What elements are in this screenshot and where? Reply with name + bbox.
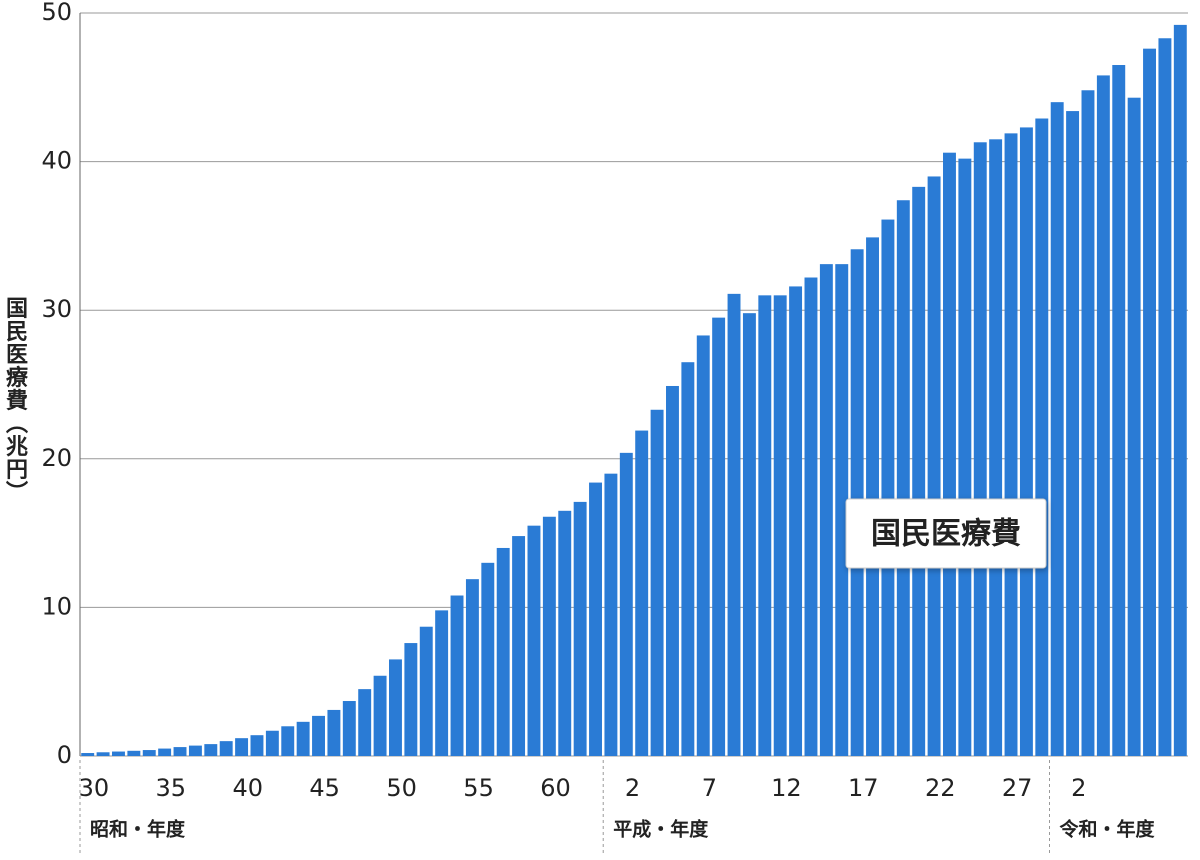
y-axis-label: 国民医療費（兆円） — [2, 297, 28, 504]
bar — [96, 752, 110, 756]
bar — [112, 751, 125, 756]
bar — [219, 741, 233, 756]
bar — [327, 709, 341, 756]
bar — [158, 748, 172, 756]
y-tick-label: 40 — [41, 147, 72, 175]
bar — [450, 595, 464, 756]
bar — [804, 277, 818, 756]
bar — [465, 579, 479, 756]
bar — [404, 643, 418, 756]
bar — [666, 385, 679, 756]
bar — [712, 317, 726, 756]
bar — [819, 264, 833, 756]
bar — [1112, 65, 1126, 756]
bar — [358, 689, 372, 756]
bar — [912, 186, 926, 756]
bar — [312, 715, 325, 756]
bar — [481, 562, 495, 756]
bar — [973, 142, 987, 757]
x-tick-label: 2 — [1071, 774, 1086, 802]
bar — [373, 675, 387, 756]
bar — [558, 510, 572, 756]
x-tick-label: 30 — [79, 774, 110, 802]
bar — [296, 721, 310, 756]
bar — [958, 158, 972, 757]
bar — [1173, 24, 1187, 756]
bar — [435, 610, 449, 756]
x-tick-label: 55 — [463, 774, 494, 802]
bar — [1004, 133, 1018, 757]
x-tick-label: 60 — [540, 774, 571, 802]
bar — [389, 659, 402, 756]
y-tick-label: 30 — [41, 295, 72, 323]
bar — [265, 730, 279, 756]
x-tick-label: 40 — [232, 774, 263, 802]
bar — [1035, 118, 1049, 757]
bar — [1096, 75, 1110, 757]
legend-label: 国民医療費 — [871, 517, 1021, 552]
bar — [419, 626, 433, 756]
bar — [742, 313, 756, 756]
bar — [542, 516, 556, 756]
legend: 国民医療費 — [845, 498, 1047, 569]
y-tick-label: 0 — [57, 741, 72, 769]
bar — [650, 409, 664, 756]
x-tick-label: 22 — [925, 774, 956, 802]
bar — [173, 747, 187, 756]
x-tick-label: 50 — [386, 774, 417, 802]
bar — [789, 286, 803, 756]
bar — [1081, 90, 1095, 757]
bar — [866, 237, 879, 757]
y-tick-label: 50 — [41, 0, 72, 26]
x-tick-label: 45 — [309, 774, 340, 802]
bar — [250, 735, 264, 756]
bar — [142, 750, 156, 756]
y-tick-label: 20 — [41, 444, 72, 472]
y-tick-label: 10 — [41, 592, 72, 620]
bar — [943, 152, 956, 756]
bar — [927, 176, 941, 756]
bar — [1158, 38, 1172, 756]
bar — [1019, 127, 1033, 756]
bar — [619, 452, 633, 756]
bar — [1143, 48, 1156, 756]
bar — [727, 293, 741, 756]
bar — [204, 744, 218, 756]
bar — [496, 547, 510, 756]
x-tick-label: 27 — [1002, 774, 1033, 802]
bar — [896, 200, 910, 757]
x-tick-label: 17 — [848, 774, 879, 802]
bar — [758, 295, 772, 756]
era-label: 令和・年度 — [1060, 818, 1156, 841]
bar — [681, 362, 695, 756]
bar — [527, 525, 541, 756]
legend-box — [845, 498, 1047, 569]
bar — [342, 701, 356, 756]
bar — [589, 482, 602, 756]
era-label: 昭和・年度 — [90, 818, 186, 841]
bar — [696, 335, 710, 756]
x-tick-label: 7 — [702, 774, 717, 802]
x-tick-label: 35 — [156, 774, 187, 802]
bar — [235, 738, 249, 756]
bar — [881, 219, 895, 756]
bar — [1066, 111, 1080, 757]
bar — [573, 501, 587, 756]
bar — [81, 753, 95, 756]
bar — [635, 430, 649, 756]
bar — [1127, 97, 1141, 756]
bar — [1050, 102, 1064, 756]
bar — [127, 750, 141, 756]
bar — [188, 745, 202, 756]
bar — [989, 139, 1003, 756]
bar — [281, 726, 295, 756]
x-tick-label: 2 — [625, 774, 640, 802]
era-label: 平成・年度 — [613, 818, 709, 841]
bar — [773, 295, 787, 756]
bar — [512, 536, 526, 756]
bar — [835, 264, 849, 756]
bar — [604, 473, 618, 756]
x-tick-label: 12 — [771, 774, 802, 802]
